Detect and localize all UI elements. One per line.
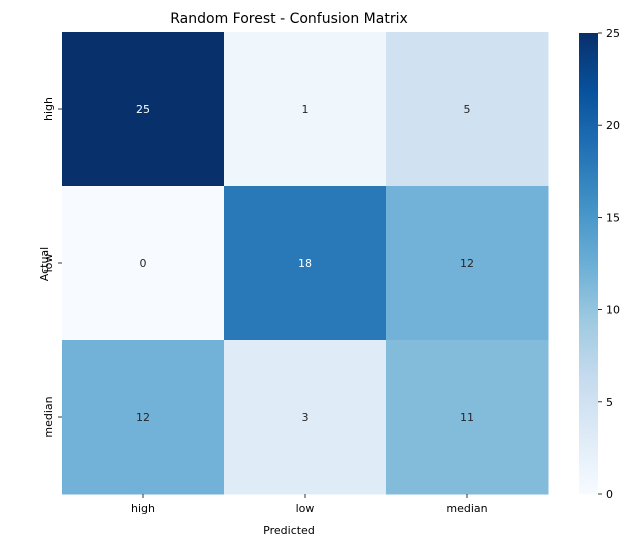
heatmap-cell-median-high [62, 340, 225, 495]
heatmap-cell-median-low [224, 340, 387, 495]
x-tick-label: low [296, 502, 315, 515]
colorbar-tick-label: 0 [606, 488, 613, 501]
heatmap-cell-high-median [386, 32, 549, 187]
cell-value-label: 1 [302, 103, 309, 116]
x-tick-label: median [446, 502, 487, 515]
heatmap-cell-median-median [386, 340, 549, 495]
colorbar-tick-label: 25 [606, 27, 620, 40]
y-axis-label: Actual [38, 247, 51, 281]
heatmap-cell-high-low [224, 32, 387, 187]
x-axis-ticks: high low median [131, 494, 488, 515]
heatmap-cells: 25 1 5 0 18 12 12 3 11 [62, 32, 549, 495]
colorbar-tick-label: 5 [606, 396, 613, 409]
cell-value-label: 25 [136, 103, 150, 116]
colorbar [579, 33, 598, 494]
heatmap-cell-low-low [224, 186, 387, 341]
colorbar-tick-label: 15 [606, 211, 620, 224]
cell-value-label: 11 [460, 411, 474, 424]
colorbar-tick-label: 20 [606, 119, 620, 132]
cell-value-label: 3 [302, 411, 309, 424]
y-tick-label: high [42, 97, 55, 121]
colorbar-tick-label: 10 [606, 304, 620, 317]
heatmap-cell-low-high [62, 186, 225, 341]
y-axis-ticks: high low median [42, 97, 62, 438]
y-tick-label: median [42, 396, 55, 437]
heatmap-cell-high-high [62, 32, 225, 187]
cell-value-label: 12 [136, 411, 150, 424]
cell-value-label: 18 [298, 257, 312, 270]
chart-title: Random Forest - Confusion Matrix [170, 11, 408, 27]
x-axis-label: Predicted [263, 524, 315, 537]
x-tick-label: high [131, 502, 155, 515]
cell-value-label: 0 [140, 257, 147, 270]
heatmap-cell-low-median [386, 186, 549, 341]
y-tick-label: low [42, 254, 55, 273]
cell-value-label: 5 [464, 103, 471, 116]
cell-value-label: 12 [460, 257, 474, 270]
colorbar-ticks: 0 5 10 15 20 25 [598, 27, 620, 501]
